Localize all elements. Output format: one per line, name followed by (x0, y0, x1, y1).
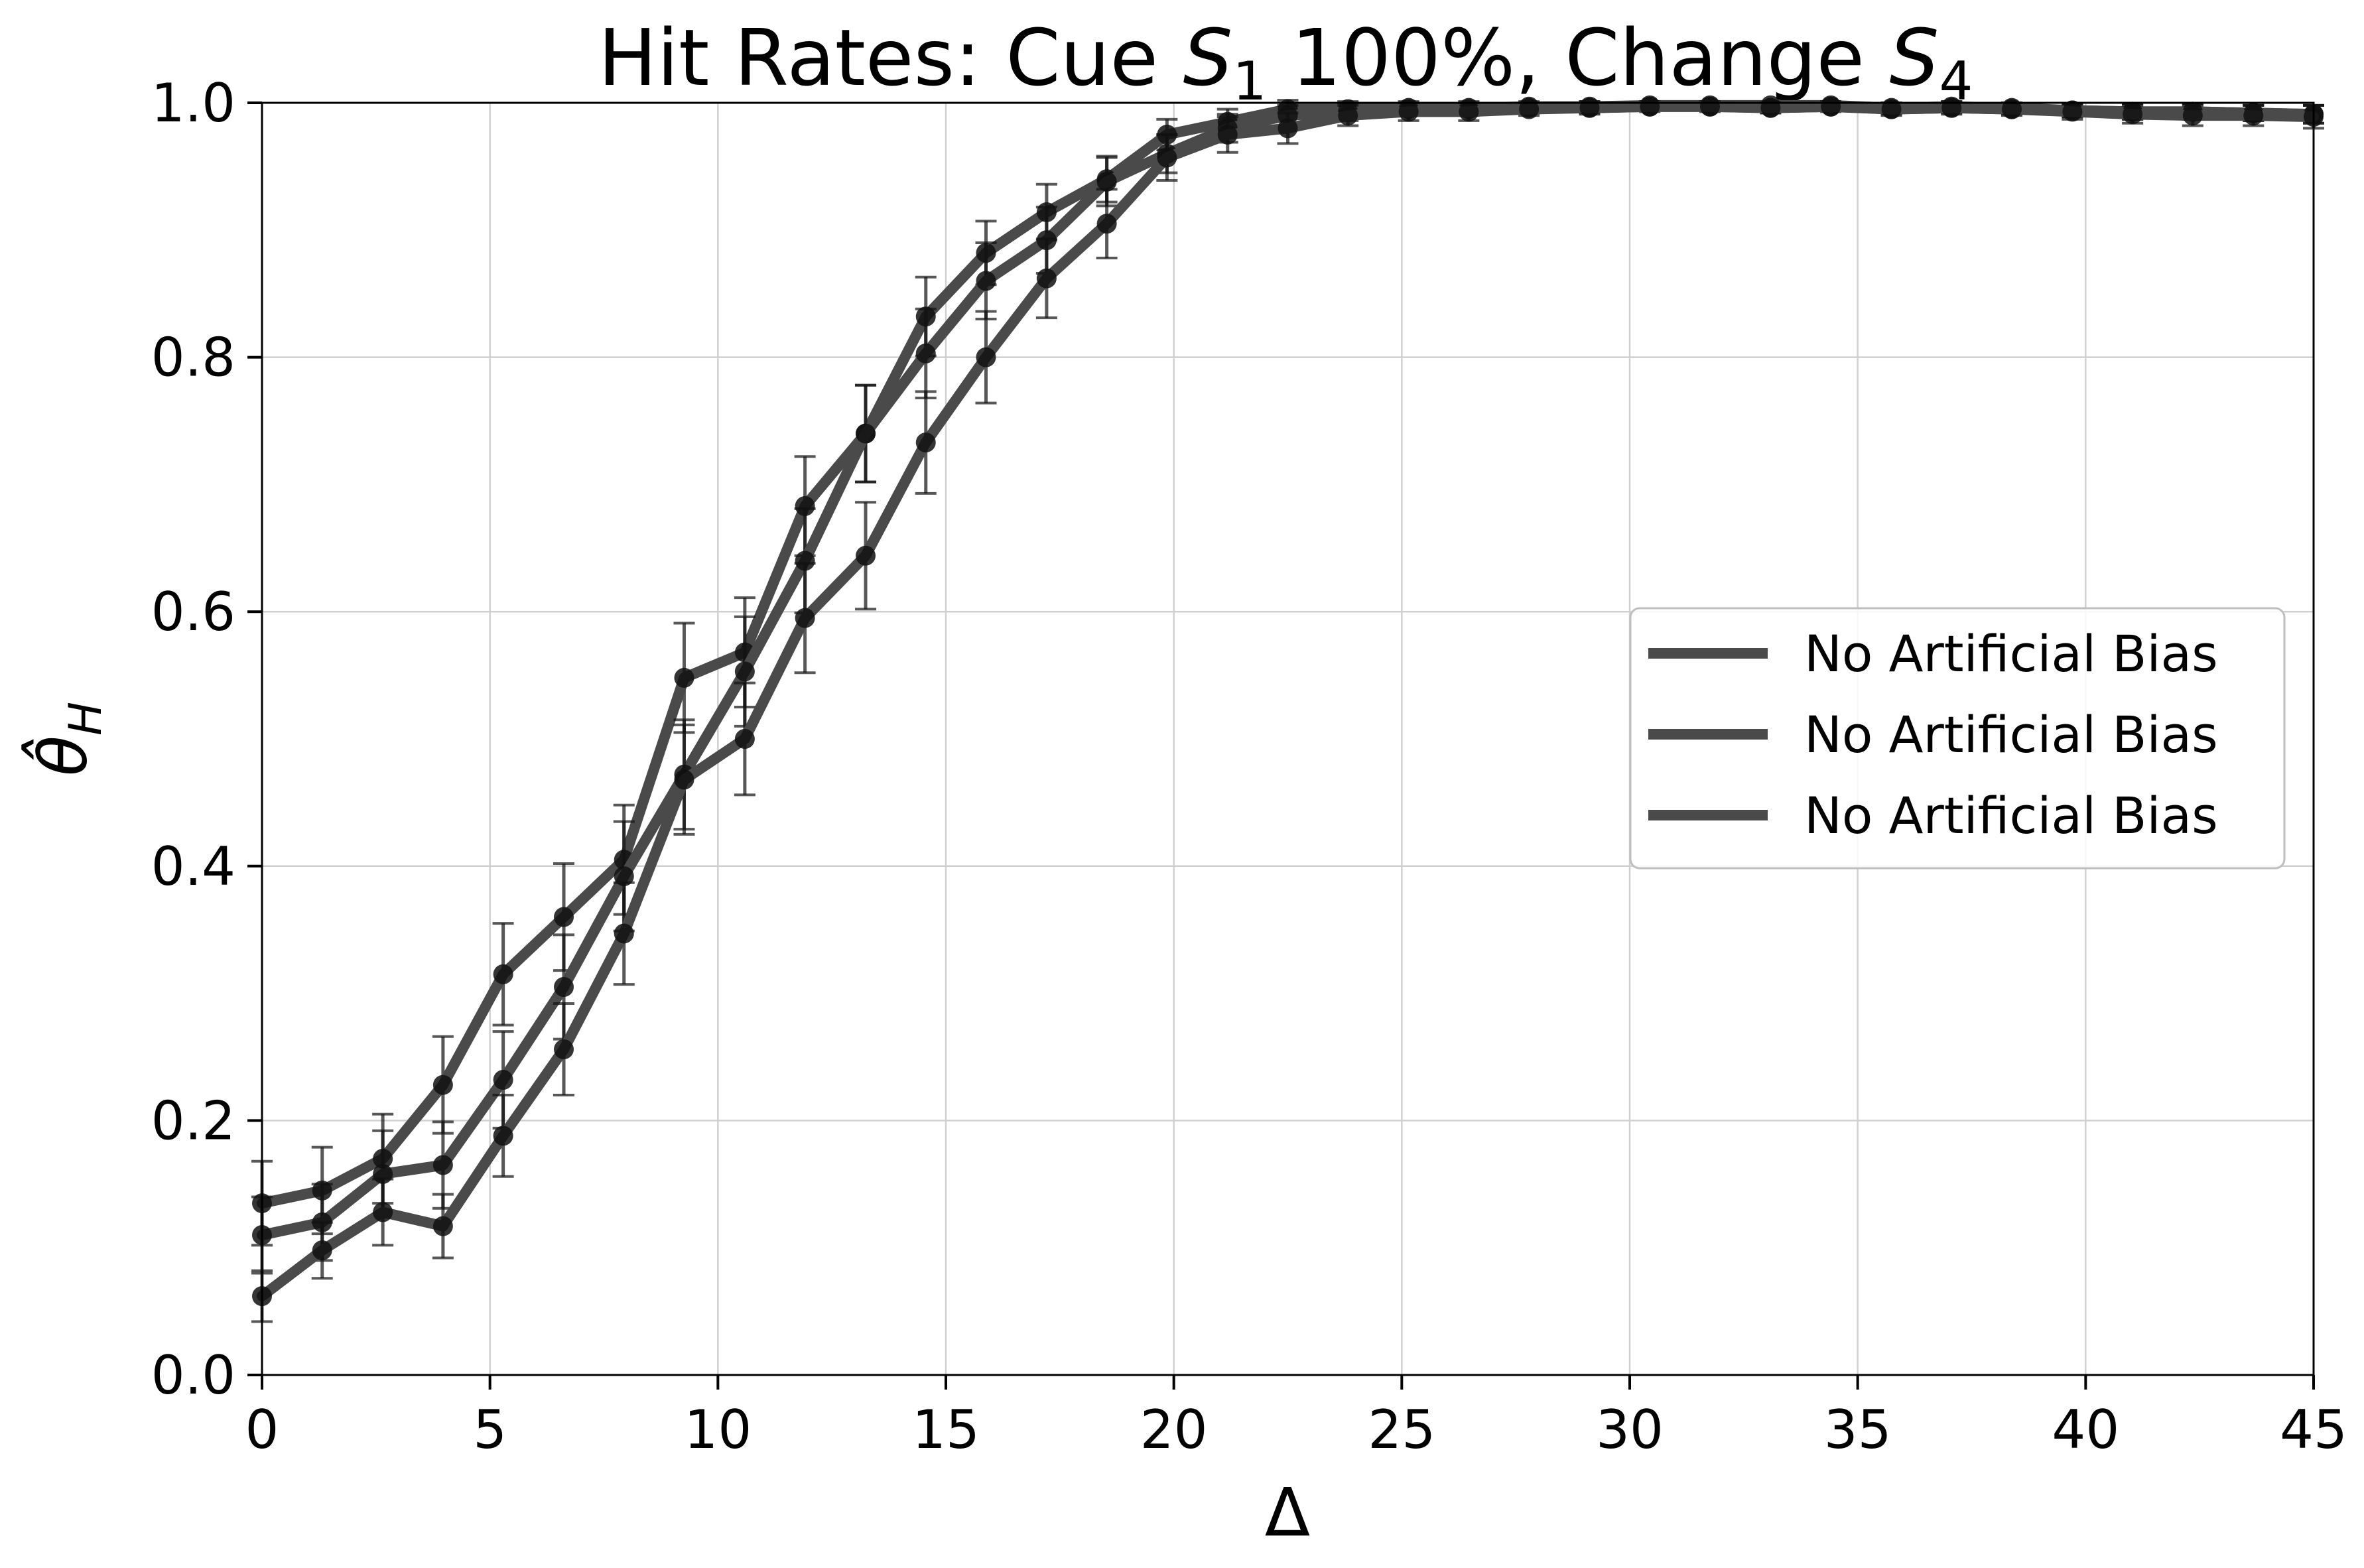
data-point (856, 545, 876, 566)
data-point (734, 729, 755, 749)
y-tick-label: 0.8 (151, 327, 235, 389)
data-point (2123, 104, 2143, 125)
data-point (674, 667, 694, 688)
data-point (674, 769, 694, 790)
data-point (915, 343, 936, 363)
y-axis-label: θ̂H (21, 702, 112, 776)
data-point (1217, 124, 1238, 145)
data-point (1821, 96, 1841, 117)
x-tick-label: 5 (473, 1399, 507, 1461)
y-axis-label-sub: H (60, 702, 112, 736)
x-tick-label: 30 (1596, 1399, 1664, 1461)
data-point (1278, 118, 1298, 139)
data-point (1338, 105, 1358, 126)
data-point (554, 1039, 574, 1059)
x-tick-label: 15 (912, 1399, 980, 1461)
title-s4-var: S (1890, 12, 1939, 103)
series-layer (251, 95, 2324, 1323)
data-point (915, 432, 936, 453)
y-tick-label: 0.2 (151, 1090, 235, 1151)
svg-text:θ̂H: θ̂H (21, 702, 112, 776)
series-3 (251, 96, 2324, 1323)
legend-label: No Artificial Bias (1804, 624, 2218, 683)
y-tick-label: 0.6 (151, 581, 235, 643)
data-point (2182, 105, 2203, 126)
legend: No Artificial Bias No Artificial Bias No A… (1629, 607, 2286, 870)
data-point (493, 964, 513, 984)
data-point (1157, 147, 1177, 168)
data-point (554, 977, 574, 998)
data-point (373, 1202, 393, 1222)
data-point (795, 496, 815, 517)
data-point (1096, 214, 1117, 234)
x-axis-label: Δ (1265, 1474, 1310, 1551)
data-point (1881, 99, 1902, 119)
data-point (554, 907, 574, 927)
axis-ticks: 0 5 10 15 20 25 30 35 40 45 0.0 0.2 0.4 0.6 0.8 1.0 (151, 72, 2347, 1461)
legend-box (1629, 607, 2286, 870)
data-point (493, 1070, 513, 1090)
y-tick-label: 0.0 (151, 1344, 235, 1406)
title-s1-var: S (1183, 12, 1233, 103)
data-point (493, 1126, 513, 1146)
data-point (856, 423, 876, 444)
title-prefix: Hit Rates: Cue (598, 12, 1183, 103)
data-point (1941, 98, 1962, 118)
title-mid: 100%, Change (1266, 12, 1889, 103)
x-tick-label: 35 (1824, 1399, 1892, 1461)
data-point (432, 1155, 453, 1175)
data-point (1036, 268, 1057, 289)
x-tick-label: 20 (1140, 1399, 1208, 1461)
x-tick-label: 45 (2280, 1399, 2347, 1461)
data-point (2243, 105, 2264, 126)
data-point (1096, 171, 1117, 192)
data-point (976, 271, 996, 291)
data-point (614, 923, 634, 944)
y-tick-label: 0.4 (151, 836, 235, 897)
data-point (1519, 99, 1540, 119)
y-axis-label-symbol: θ̂ (21, 736, 102, 776)
data-point (1398, 101, 1419, 122)
data-point (1699, 96, 1720, 117)
x-tick-label: 0 (245, 1399, 279, 1461)
x-tick-label: 25 (1368, 1399, 1435, 1461)
legend-label: No Artificial Bias (1804, 705, 2218, 764)
data-point (976, 347, 996, 367)
data-point (795, 608, 815, 628)
data-point (1640, 96, 1660, 117)
data-point (614, 866, 634, 887)
data-point (432, 1216, 453, 1236)
data-point (432, 1075, 453, 1095)
data-point (1579, 98, 1600, 118)
plot-frame (261, 101, 2315, 1376)
legend-label: No Artificial Bias (1804, 786, 2218, 845)
data-point (1459, 101, 1479, 122)
data-point (1760, 98, 1781, 118)
x-tick-label: 40 (2052, 1399, 2119, 1461)
y-tick-label: 1.0 (151, 72, 235, 134)
data-point (312, 1240, 332, 1261)
data-point (2001, 99, 2022, 119)
data-point (2062, 101, 2083, 122)
data-point (795, 551, 815, 571)
data-point (734, 661, 755, 682)
x-tick-label: 10 (684, 1399, 752, 1461)
chart-title: Hit Rates: Cue S1 100%, Change S4 (598, 12, 1973, 112)
